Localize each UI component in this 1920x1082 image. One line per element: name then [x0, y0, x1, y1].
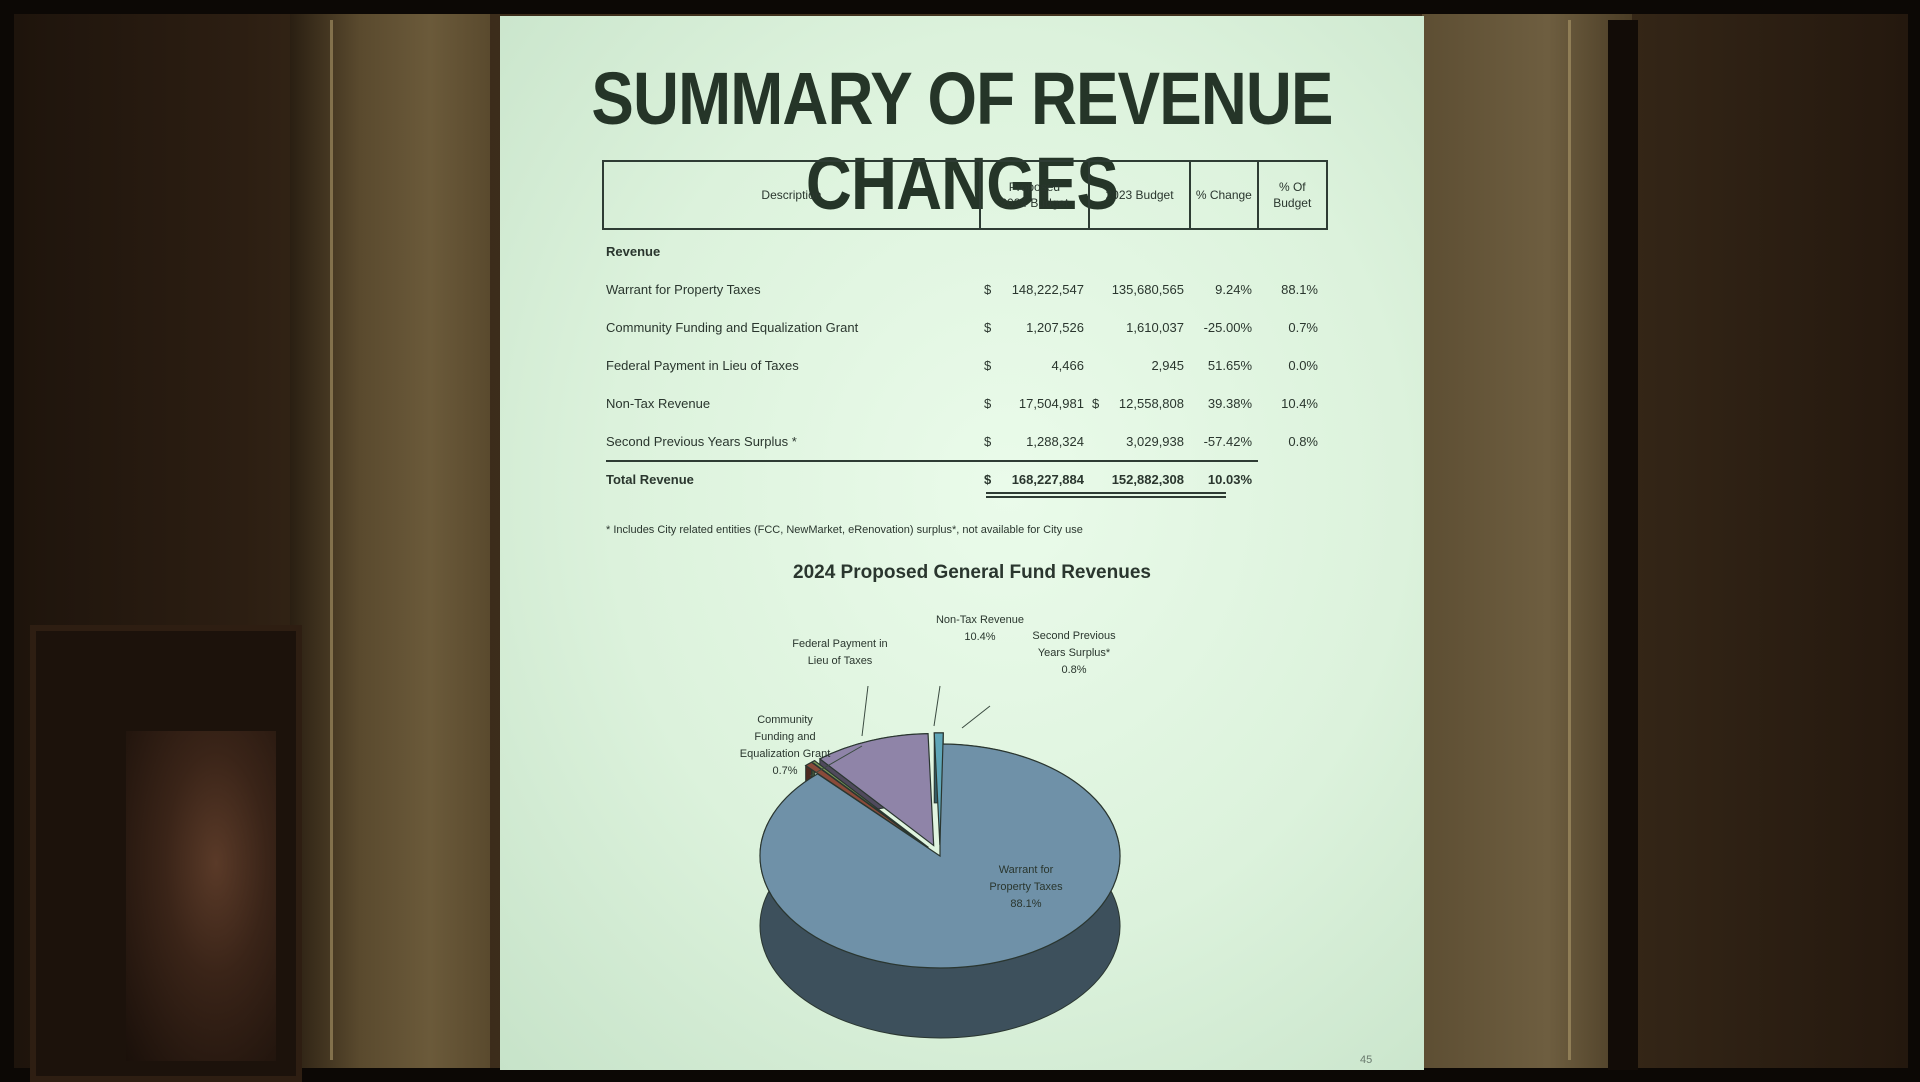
label-value: 10.4% — [964, 631, 996, 643]
row-pct-budget: 10.4% — [1281, 396, 1318, 411]
row-dollar: $ — [984, 358, 992, 373]
row-dollar: $ — [984, 396, 992, 411]
row-description: Warrant for Property Taxes — [606, 282, 761, 297]
row-description: Community Funding and Equalization Grant — [606, 320, 859, 335]
label-text: Warrant for — [998, 864, 1054, 876]
row-pct-budget: 88.1% — [1281, 282, 1318, 297]
table-row: Second Previous Years Surplus * $ 1,288,… — [606, 434, 1326, 456]
label-text: Second Previous — [1032, 630, 1116, 642]
door-frame-left — [290, 14, 490, 1068]
label-non-tax-revenue: Non-Tax Revenue 10.4% — [930, 612, 1030, 646]
row-pct-budget: 0.7% — [1288, 320, 1318, 335]
row-2023-budget: 135,680,565 — [1111, 282, 1184, 297]
pie-slice — [759, 743, 1121, 969]
pie-leader-line — [961, 705, 991, 729]
row-dollar2: $ — [1092, 396, 1100, 411]
label-second-previous-surplus: Second Previous Years Surplus* 0.8% — [1024, 628, 1124, 679]
label-text: Property Taxes — [989, 881, 1063, 893]
header-proposed-line1: Proposed — [1008, 180, 1061, 194]
row-description: Federal Payment in Lieu of Taxes — [606, 358, 799, 373]
pie-chart — [759, 685, 1121, 1039]
header-pct-budget-line2: Budget — [1273, 196, 1312, 210]
row-description: Second Previous Years Surplus * — [606, 434, 797, 449]
label-property-taxes: Warrant for Property Taxes 88.1% — [966, 862, 1086, 913]
row-pct-change: 51.65% — [1207, 358, 1252, 373]
label-text: Funding and — [754, 731, 816, 743]
pie-leader-line — [861, 685, 869, 737]
pie-tops — [759, 732, 1121, 969]
footnote: * Includes City related entities (FCC, N… — [606, 524, 1083, 536]
pie-leader-line — [809, 745, 863, 777]
label-federal-payment: Federal Payment in Lieu of Taxes — [780, 636, 900, 670]
header-proposed-line2: 2024 Budget — [1000, 196, 1069, 210]
total-row: Total Revenue $ 168,227,884 152,882,308 … — [606, 472, 1326, 494]
label-text: Years Surplus* — [1037, 647, 1111, 659]
total-pct-change: 10.03% — [1207, 472, 1252, 487]
row-2023-budget: 3,029,938 — [1126, 434, 1184, 449]
row-pct-budget: 0.0% — [1288, 358, 1318, 373]
header-description: Description — [604, 162, 981, 228]
row-pct-change: -57.42% — [1203, 434, 1252, 449]
total-underline — [986, 496, 1226, 498]
page-number: 45 — [1360, 1054, 1373, 1066]
pie-slice — [810, 759, 929, 848]
table-row: Warrant for Property Taxes $ 148,222,547… — [606, 282, 1326, 304]
header-proposed: Proposed 2024 Budget — [981, 162, 1090, 228]
row-2023-budget: 12,558,808 — [1118, 396, 1184, 411]
door-frame-right — [1422, 14, 1632, 1068]
total-2023-budget: 152,882,308 — [1111, 472, 1184, 487]
total-underline — [986, 492, 1226, 494]
label-value: 0.7% — [772, 765, 798, 777]
painting-figure — [126, 731, 276, 1061]
pie-leader-line — [933, 685, 941, 727]
header-pct-budget: % Of Budget — [1259, 162, 1326, 228]
row-dollar: $ — [984, 320, 992, 335]
header-pct-change: % Change — [1191, 162, 1259, 228]
row-pct-change: 39.38% — [1207, 396, 1252, 411]
row-proposed: 17,504,981 — [1018, 396, 1084, 411]
row-proposed: 1,288,324 — [1026, 434, 1084, 449]
total-description: Total Revenue — [606, 472, 694, 487]
table-row: Federal Payment in Lieu of Taxes $ 4,466… — [606, 358, 1326, 380]
row-description: Non-Tax Revenue — [606, 396, 711, 411]
row-2023-budget: 1,610,037 — [1126, 320, 1184, 335]
label-text: Federal Payment in — [792, 638, 888, 650]
frame-line — [330, 20, 333, 1060]
slide-title: SUMMARY OF REVENUE CHANGES — [591, 57, 1333, 225]
total-dollar: $ — [984, 472, 992, 487]
header-pct-budget-line1: % Of — [1278, 180, 1306, 194]
wall-painting — [30, 625, 302, 1082]
row-proposed: 4,466 — [1051, 358, 1084, 373]
label-text: Community — [757, 714, 813, 726]
row-pct-budget: 0.8% — [1288, 434, 1318, 449]
row-2023-budget: 2,945 — [1151, 358, 1184, 373]
projection-screen: SUMMARY OF REVENUE CHANGES Description P… — [500, 16, 1424, 1070]
table-row: Non-Tax Revenue $ 17,504,981 $ 12,558,80… — [606, 396, 1326, 418]
table-row: Community Funding and Equalization Grant… — [606, 320, 1326, 342]
label-text: Equalization Grant — [739, 748, 831, 760]
pie-slice — [933, 732, 944, 845]
row-dollar: $ — [984, 282, 992, 297]
pie-leaders — [809, 685, 991, 777]
table-rule — [606, 460, 1258, 462]
row-pct-change: -25.00% — [1203, 320, 1252, 335]
pie-slice — [818, 732, 935, 847]
table-header: Description Proposed 2024 Budget 2023 Bu… — [602, 160, 1328, 230]
row-dollar: $ — [984, 434, 992, 449]
label-community-funding: Community Funding and Equalization Grant… — [730, 712, 840, 780]
label-value: 88.1% — [1010, 898, 1042, 910]
label-value: 0.8% — [1061, 664, 1087, 676]
label-text: Lieu of Taxes — [807, 655, 873, 667]
total-proposed: 168,227,884 — [1011, 472, 1084, 487]
label-text: Non-Tax Revenue — [935, 614, 1025, 626]
row-pct-change: 9.24% — [1215, 282, 1252, 297]
row-proposed: 1,207,526 — [1026, 320, 1084, 335]
wall-shadow — [1608, 20, 1638, 1070]
header-2023-budget: 2023 Budget — [1090, 162, 1192, 228]
frame-line — [1568, 20, 1571, 1060]
section-label-revenue: Revenue — [606, 244, 661, 259]
row-proposed: 148,222,547 — [1011, 282, 1084, 297]
chart-title: 2024 Proposed General Fund Revenues — [793, 562, 1151, 583]
